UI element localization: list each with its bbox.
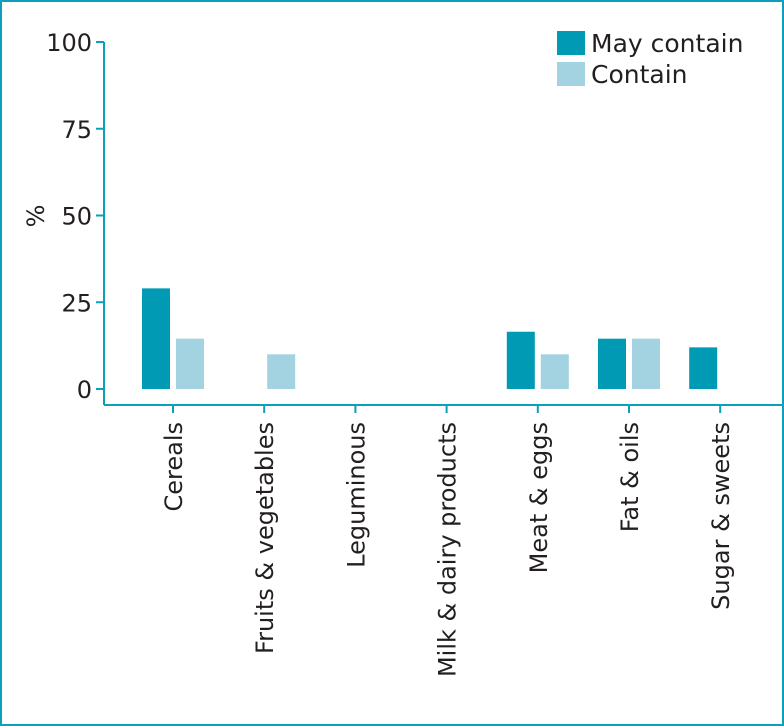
bar-may-contain-6 [689, 347, 718, 389]
y-ticks: 0 25 50 75 100 [46, 29, 104, 404]
x-category-label: Leguminous [342, 422, 370, 568]
x-category-label: Cereals [160, 422, 188, 512]
y-tick-label: 25 [61, 289, 92, 317]
bar-may-contain-5 [598, 338, 626, 389]
legend-label-contain: Contain [591, 60, 688, 89]
bars [142, 288, 718, 389]
y-tick-label: 50 [61, 203, 92, 231]
bar-may-contain-4 [506, 331, 535, 389]
y-tick-label: 0 [77, 376, 92, 404]
bar-may-contain-0 [142, 288, 170, 389]
y-tick-label: 100 [46, 29, 92, 57]
y-axis-label: % [22, 205, 50, 228]
bar-contain-1 [267, 354, 296, 389]
bar-contain-5 [632, 338, 660, 389]
x-category-label: Milk & dairy products [434, 422, 462, 677]
x-ticks: Cereals Fruits & vegetables Leguminous Milk… [160, 405, 735, 677]
x-category-label: Fruits & vegetables [251, 422, 279, 654]
x-category-label: Sugar & sweets [707, 422, 735, 610]
x-category-label: Meat & eggs [525, 422, 553, 573]
legend-swatch-may-contain [557, 31, 585, 55]
legend-label-may-contain: May contain [591, 29, 743, 58]
x-category-label: Fat & oils [616, 422, 644, 532]
axes [103, 42, 782, 406]
legend-swatch-contain [557, 62, 585, 86]
bar-contain-4 [540, 354, 569, 389]
y-tick-label: 75 [61, 116, 92, 144]
bar-contain-0 [176, 338, 204, 389]
legend: May contain Contain [557, 29, 743, 89]
